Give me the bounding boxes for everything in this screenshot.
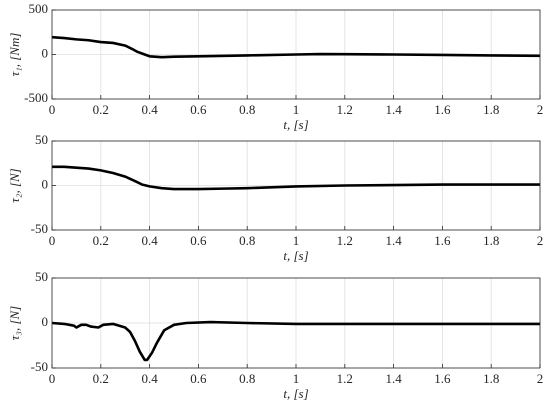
x-tick-label: 1.6 [434,371,451,386]
x-tick-label: 1.4 [385,233,402,248]
y-tick-label: 0 [42,314,49,329]
x-axis-label: t, [s] [283,248,308,263]
x-tick-label: 1 [293,371,300,386]
axes-box [51,140,541,231]
x-tick-label: 1.8 [483,233,499,248]
x-tick-label: 0.6 [190,233,207,248]
x-tick-label: 1.2 [337,371,353,386]
axes-box [51,9,541,100]
data-line [51,35,541,59]
x-tick-label: 0.4 [141,233,158,248]
x-tick-label: 0.4 [141,371,158,386]
x-tick-label: 1.6 [434,233,451,248]
data-line [52,165,540,191]
y-tick-label: 0 [42,176,49,191]
y-tick-label: 50 [35,132,48,147]
y-tick-label: -50 [31,359,48,374]
x-tick-label: 1.6 [434,102,451,117]
axes-box [51,277,541,369]
x-tick-label: 0 [49,371,56,386]
x-tick-label: 0.8 [239,233,255,248]
x-tick-label: 0 [49,233,56,248]
y-tick-label: -500 [24,90,48,105]
x-tick-label: 0.8 [239,102,255,117]
x-tick-label: 0.6 [190,371,207,386]
y-tick-label: 500 [29,1,49,16]
x-tick-label: 2 [537,233,544,248]
x-tick-label: 0.2 [93,102,109,117]
x-tick-label: 1.4 [385,102,402,117]
y-axis-label: τ₂, [N] [7,168,22,202]
x-tick-label: 1 [293,233,300,248]
x-tick-label: 2 [537,371,544,386]
y-tick-label: 0 [42,45,49,60]
y-axis-label: τ₁, [Nm] [7,33,22,77]
x-axis-label: t, [s] [283,386,308,401]
x-tick-label: 1.2 [337,102,353,117]
x-tick-label: 1.2 [337,233,353,248]
x-tick-label: 0.2 [93,371,109,386]
x-tick-label: 0 [49,102,56,117]
data-line [51,320,540,362]
y-axis-label: τ₃, [N] [7,306,22,340]
x-tick-label: 1 [293,102,300,117]
x-tick-label: 2 [537,102,544,117]
x-tick-label: 1.8 [483,371,499,386]
x-tick-label: 0.2 [93,233,109,248]
x-tick-label: 0.6 [190,102,207,117]
x-axis-label: t, [s] [283,117,308,132]
x-tick-label: 1.4 [385,371,402,386]
y-tick-label: 50 [35,269,48,284]
y-tick-label: -50 [31,221,48,236]
x-tick-label: 1.8 [483,102,499,117]
x-tick-label: 0.4 [141,102,158,117]
x-tick-label: 0.8 [239,371,255,386]
